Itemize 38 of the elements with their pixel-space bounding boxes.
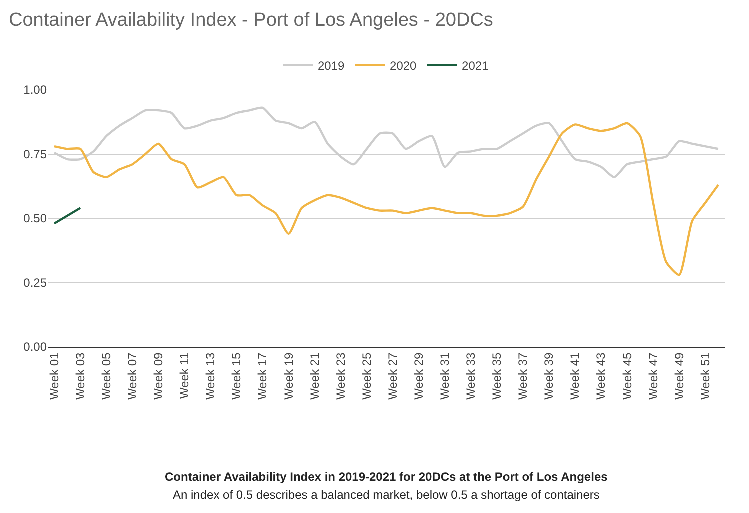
x-tick-label: Week 49 [672,352,686,400]
legend-label: 2020 [390,58,418,73]
x-tick-label: Week 13 [204,352,218,400]
x-tick-label: Week 11 [178,352,192,400]
x-tick-label: Week 41 [568,352,582,400]
x-tick-label: Week 47 [646,352,660,400]
x-tick-label: Week 37 [516,352,530,400]
x-tick-label: Week 35 [490,352,504,400]
x-tick-label: Week 09 [152,352,166,400]
y-tick-label: 0.00 [24,340,48,354]
legend-label: 2019 [318,58,346,73]
x-tick-label: Week 17 [256,352,270,400]
x-tick-label: Week 43 [594,352,608,400]
x-tick-label: Week 33 [464,352,478,400]
x-tick-label: Week 15 [230,352,244,400]
x-tick-label: Week 39 [542,352,556,400]
x-tick-label: Week 21 [308,352,322,400]
line-series [53,122,720,276]
text: An index of 0.5 describes a balanced market, below 0.5 a shortage of containers [173,488,600,502]
chart-title: Container Availability Index - Port of Los Angeles - 20DCs [8,10,494,32]
legend-label: 2021 [462,58,490,73]
y-tick-label: 0.25 [24,276,48,290]
y-tick-label: 1.00 [24,83,48,98]
x-tick-label: Week 51 [698,352,712,400]
text: Container Availability Index in 2019-2021 for 20DCs at the Port of Los Angeles [165,470,608,484]
x-tick-label: Week 31 [438,352,452,400]
x-tick-label: Week 23 [334,352,348,400]
x-tick-label: Week 05 [99,352,114,400]
x-tick-label: Week 07 [126,352,140,400]
x-tick-label: Week 01 [47,352,62,400]
y-tick-label: 0.50 [24,212,48,226]
x-tick-label: Week 29 [412,352,426,400]
y-tick-label: 0.75 [24,147,48,162]
x-tick-label: Week 19 [282,352,296,400]
x-tick-label: Week 27 [386,352,400,400]
x-tick-label: Week 03 [73,352,88,400]
x-tick-label: Week 25 [360,352,374,400]
x-tick-label: Week 45 [620,352,634,400]
